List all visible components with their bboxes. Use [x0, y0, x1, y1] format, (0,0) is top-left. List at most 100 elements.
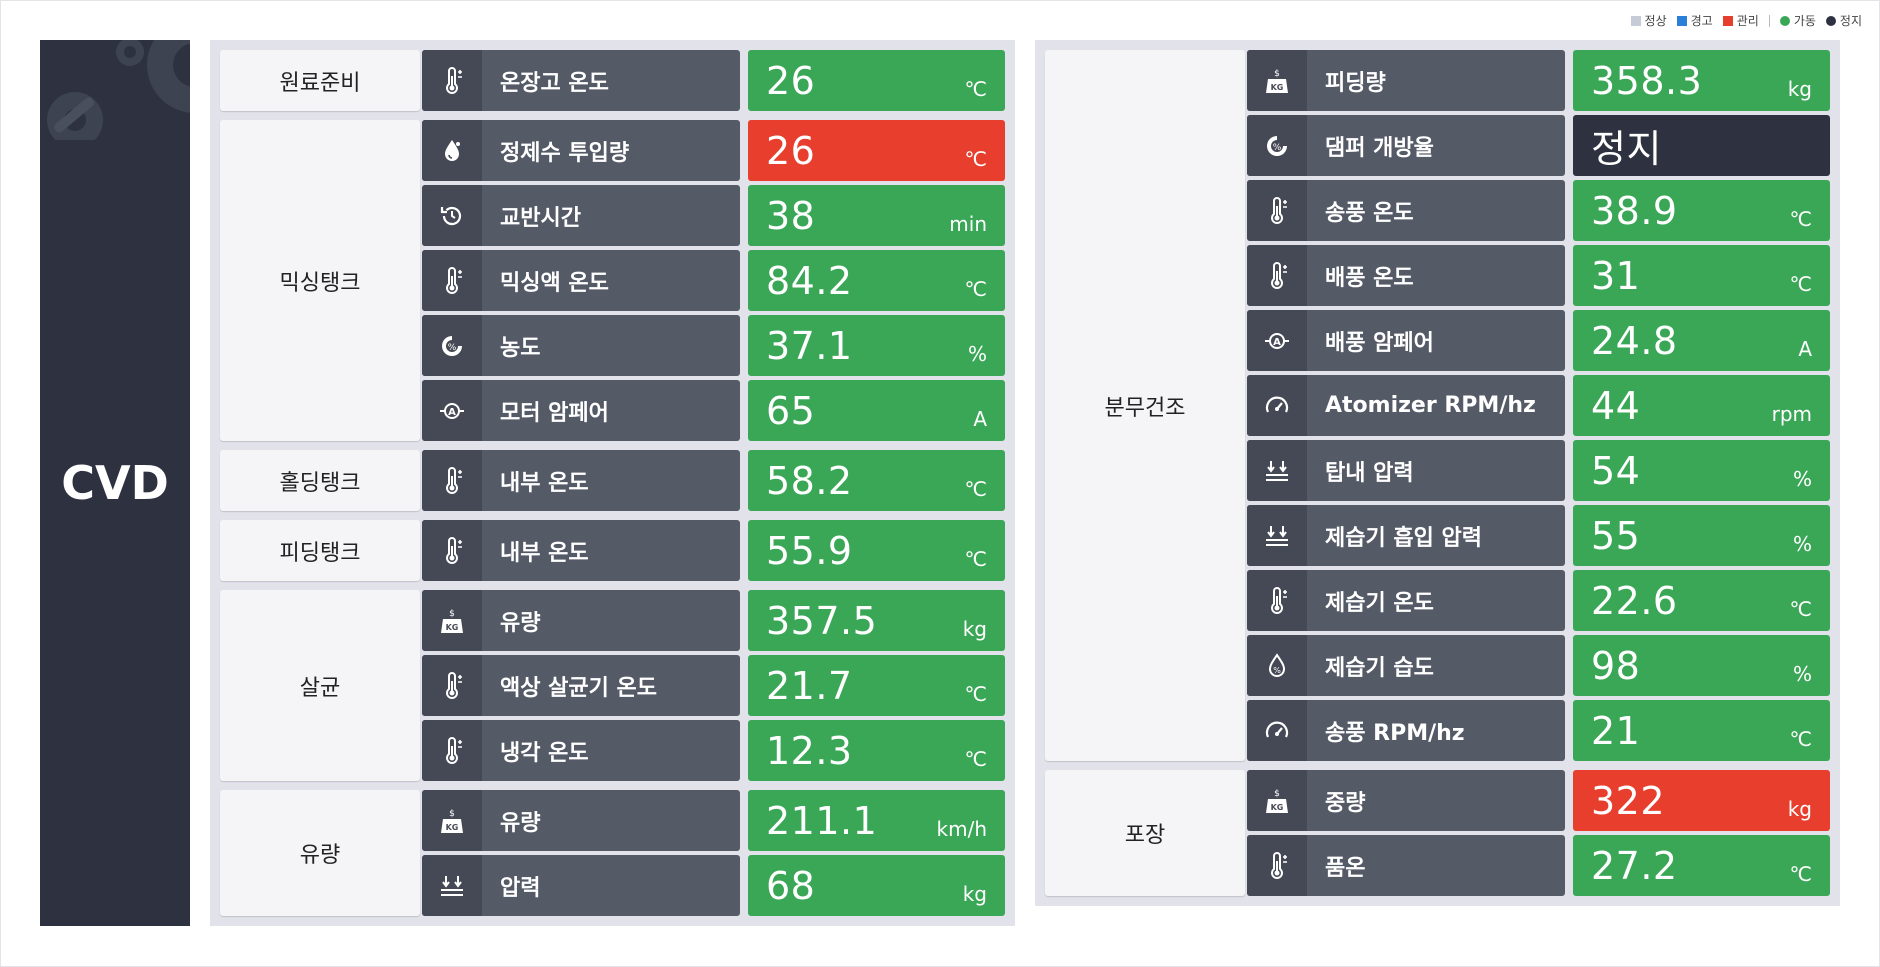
metric-value-box: 38 min — [748, 185, 1005, 246]
right-panel: 분무건조 $ KG 피딩량 358.3 kg% 댐퍼 개방율 정지 송풍 온도 38.9 ℃ 배풍 온… — [1035, 40, 1840, 906]
metric-label: $ KG 유량 — [422, 590, 740, 651]
metric-unit: kg — [1787, 797, 1812, 821]
metric-value-box: 98% — [1573, 635, 1830, 696]
metric-value: 37.1 — [766, 323, 853, 368]
metric-label: 내부 온도 — [422, 450, 740, 511]
metric-label: % 댐퍼 개방율 — [1247, 115, 1565, 176]
metric-unit: ℃ — [1789, 727, 1812, 751]
svg-text:KG: KG — [1271, 83, 1284, 92]
group-label: 포장 — [1045, 770, 1245, 896]
metric-unit: ℃ — [1789, 597, 1812, 621]
thermometer-icon — [1247, 570, 1307, 631]
pressure-icon — [1247, 505, 1307, 566]
metric-value: 55.9 — [766, 528, 853, 573]
water-drop-icon — [422, 120, 482, 181]
metric-label-text: 댐퍼 개방율 — [1325, 135, 1434, 161]
metric-label: A 배풍 암페어 — [1247, 310, 1565, 371]
metric-value-box: 65 A — [748, 380, 1005, 441]
metric-label-text: 농도 — [500, 335, 541, 361]
metric-value-box: 12.3 ℃ — [748, 720, 1005, 781]
pressure-icon — [422, 855, 482, 916]
percent-gauge-icon: % — [1247, 115, 1307, 176]
metric-unit: ℃ — [964, 682, 987, 706]
metric-label-text: 중량 — [1325, 790, 1366, 816]
metric-value-box: 27.2 ℃ — [1573, 835, 1830, 896]
metric-value: 84.2 — [766, 258, 853, 303]
metric-unit: % — [1792, 662, 1812, 686]
group-label: 홀딩탱크 — [220, 450, 420, 511]
metric-value-box: 정지 — [1573, 115, 1830, 176]
metric-value-box: 31 ℃ — [1573, 245, 1830, 306]
legend-marker — [1779, 15, 1790, 26]
svg-text:KG: KG — [446, 623, 459, 632]
metric-value-box: 211.1 km/h — [748, 790, 1005, 851]
weight-kg-icon: $ KG — [1247, 50, 1307, 111]
svg-text:$: $ — [449, 809, 455, 819]
metric-label-text: 내부 온도 — [500, 470, 589, 496]
thermometer-icon — [422, 250, 482, 311]
legend-label: 경고 — [1690, 14, 1713, 28]
metric-unit: A — [973, 407, 987, 431]
metric-value-box: 26 ℃ — [748, 120, 1005, 181]
metric-label: 압력 — [422, 855, 740, 916]
metric-value-box: 21 ℃ — [1573, 700, 1830, 761]
metric-label-text: 송풍 온도 — [1325, 200, 1414, 226]
svg-text:$: $ — [1274, 789, 1280, 799]
legend-item: 정상 — [1630, 12, 1667, 29]
metric-value-box: 26 ℃ — [748, 50, 1005, 111]
metric-label: 교반시간 — [422, 185, 740, 246]
metric-value: 31 — [1591, 253, 1641, 298]
metric-label: $ KG 중량 — [1247, 770, 1565, 831]
metric-value-box: 54% — [1573, 440, 1830, 501]
legend-marker — [1676, 15, 1687, 26]
group-label: 분무건조 — [1045, 50, 1245, 761]
metric-label-text: Atomizer RPM/hz — [1325, 393, 1536, 418]
metric-value-box: 44 rpm — [1573, 375, 1830, 436]
metric-label: 탑내 압력 — [1247, 440, 1565, 501]
metric-value: 54 — [1591, 448, 1641, 493]
metric-label: A 모터 암페어 — [422, 380, 740, 441]
legend-label: 가동 — [1793, 14, 1816, 28]
svg-text:KG: KG — [446, 823, 459, 832]
svg-text:A: A — [448, 407, 456, 418]
metric-unit: ℃ — [1789, 272, 1812, 296]
metric-label: 내부 온도 — [422, 520, 740, 581]
brand-title: CVD — [61, 456, 169, 510]
metric-value: 26 — [766, 128, 816, 173]
metric-value-box: 37.1% — [748, 315, 1005, 376]
metric-value: 358.3 — [1591, 58, 1703, 103]
metric-label-text: 압력 — [500, 875, 541, 901]
svg-text:KG: KG — [1271, 803, 1284, 812]
group-label: 유량 — [220, 790, 420, 916]
thermometer-icon — [1247, 180, 1307, 241]
history-icon — [422, 185, 482, 246]
metric-value: 26 — [766, 58, 816, 103]
metric-label-text: 냉각 온도 — [500, 740, 589, 766]
svg-text:%: % — [1273, 143, 1282, 153]
metric-unit: ℃ — [964, 77, 987, 101]
metric-unit: ℃ — [964, 477, 987, 501]
metric-value-box: 358.3 kg — [1573, 50, 1830, 111]
metric-unit: min — [949, 212, 987, 236]
metric-value-box: 357.5 kg — [748, 590, 1005, 651]
metric-label-text: 모터 암페어 — [500, 400, 609, 426]
metric-value: 98 — [1591, 643, 1641, 688]
metric-unit: % — [967, 342, 987, 366]
metric-value: 211.1 — [766, 798, 878, 843]
legend-marker — [1825, 15, 1836, 26]
metric-value: 44 — [1591, 383, 1641, 428]
metric-value-box: 58.2 ℃ — [748, 450, 1005, 511]
legend-label: 정상 — [1644, 14, 1667, 28]
metric-value: 58.2 — [766, 458, 853, 503]
metric-value-box: 21.7 ℃ — [748, 655, 1005, 716]
metric-label-text: 송풍 RPM/hz — [1325, 720, 1465, 746]
thermometer-icon — [1247, 835, 1307, 896]
metric-value: 38.9 — [1591, 188, 1678, 233]
metric-label: % 제습기 습도 — [1247, 635, 1565, 696]
humidity-icon: % — [1247, 635, 1307, 696]
weight-kg-icon: $ KG — [1247, 770, 1307, 831]
legend-marker — [1630, 15, 1641, 26]
metric-label: $ KG 유량 — [422, 790, 740, 851]
group-label: 살균 — [220, 590, 420, 781]
svg-text:$: $ — [449, 609, 455, 619]
